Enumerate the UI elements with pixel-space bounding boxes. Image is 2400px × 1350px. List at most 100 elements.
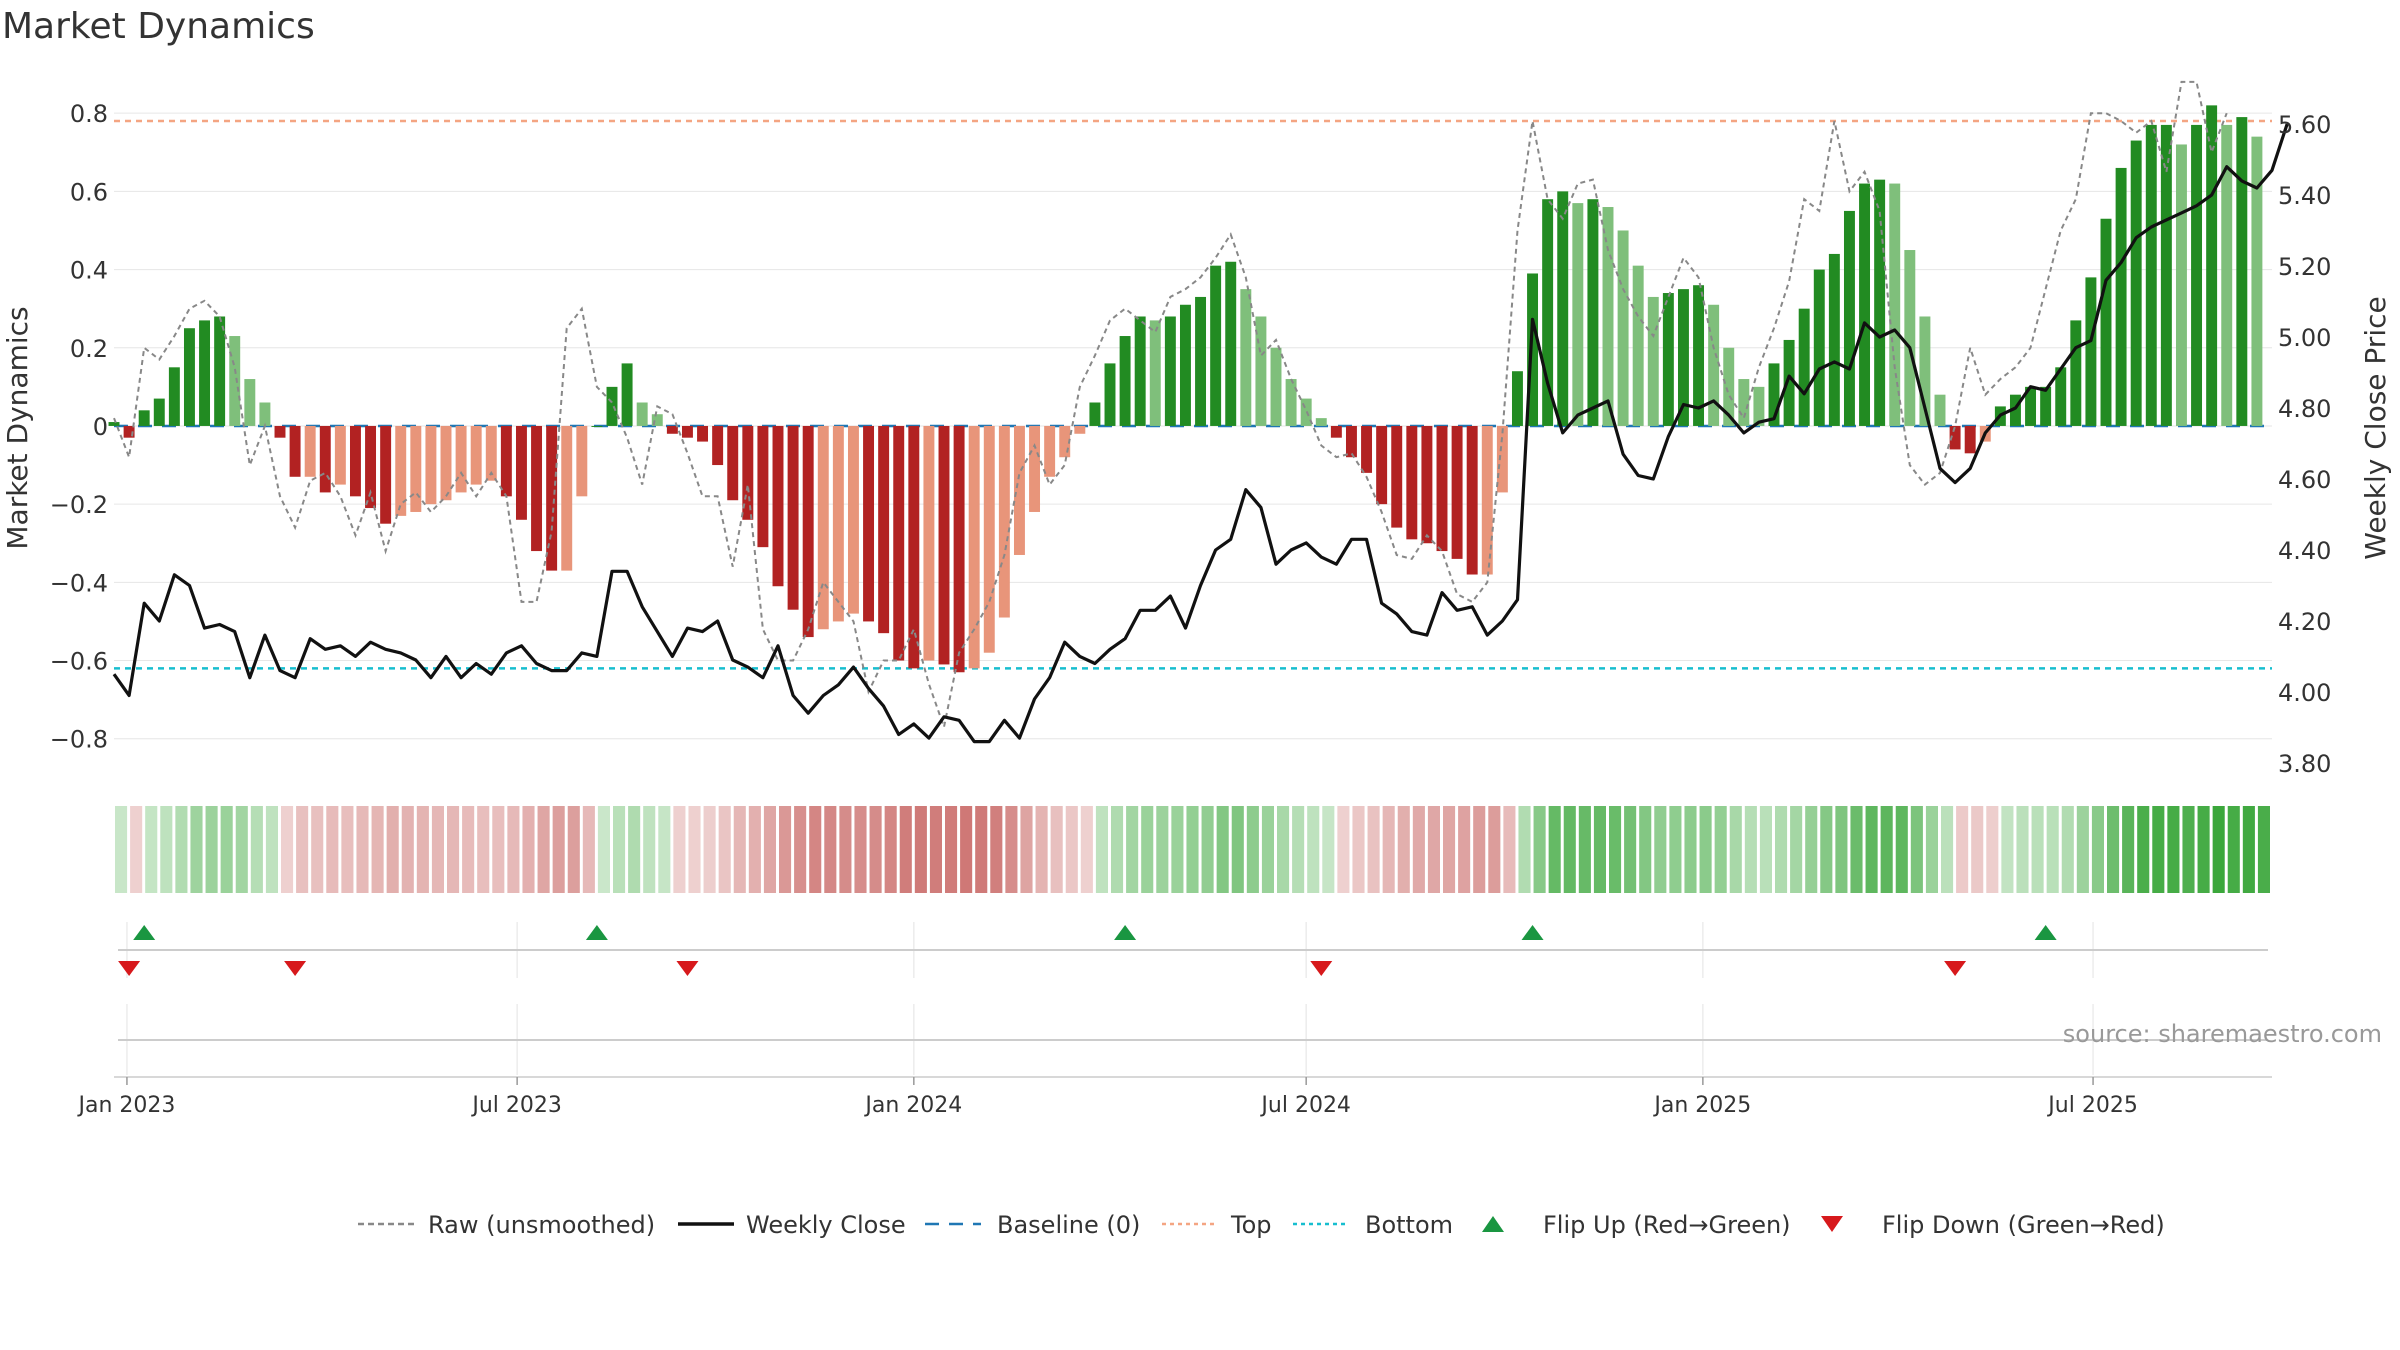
bar xyxy=(2206,105,2218,426)
bar xyxy=(1270,347,1282,426)
heat-cell xyxy=(401,806,414,893)
bar xyxy=(908,425,920,669)
heat-cell xyxy=(1925,806,1938,893)
heat-cell xyxy=(1669,806,1682,893)
heat-strip xyxy=(115,806,2270,893)
heat-cell xyxy=(1548,806,1561,893)
heat-cell xyxy=(416,806,429,893)
bar xyxy=(923,425,935,661)
heat-cell xyxy=(1427,806,1440,893)
heat-cell xyxy=(326,806,339,893)
bar xyxy=(108,422,120,426)
heat-cell xyxy=(1322,806,1335,893)
bar xyxy=(2175,144,2187,426)
heat-cell xyxy=(794,806,807,893)
bar xyxy=(1934,394,1946,426)
heat-cell xyxy=(386,806,399,893)
heat-cell xyxy=(1412,806,1425,893)
legend-label: Raw (unsmoothed) xyxy=(428,1211,655,1239)
flip-up-marker xyxy=(133,925,156,940)
bar xyxy=(1798,308,1810,426)
heat-cell xyxy=(1080,806,1093,893)
heat-cell xyxy=(1277,806,1290,893)
bar xyxy=(1753,386,1765,426)
heat-cell xyxy=(492,806,505,893)
heat-cell xyxy=(1443,806,1456,893)
bar xyxy=(1406,425,1418,540)
bar xyxy=(1225,261,1237,426)
heat-cell xyxy=(673,806,686,893)
heat-cell xyxy=(809,806,822,893)
heat-cell xyxy=(1744,806,1757,893)
bar xyxy=(681,425,693,438)
heat-cell xyxy=(1578,806,1591,893)
bar xyxy=(319,425,331,493)
heat-cell xyxy=(2137,806,2150,893)
heat-cell xyxy=(2257,806,2270,893)
heat-cell xyxy=(1171,806,1184,893)
heat-cell xyxy=(1246,806,1259,893)
right-tick-label: 5.40 xyxy=(2278,182,2331,210)
heat-cell xyxy=(1986,806,1999,893)
heat-cell xyxy=(537,806,550,893)
heat-cell xyxy=(990,806,1003,893)
bar xyxy=(1074,425,1086,434)
bar xyxy=(2070,320,2082,426)
bar xyxy=(2085,277,2097,426)
legend-label: Top xyxy=(1230,1211,1272,1239)
left-axis-ticks: −0.8 −0.6 −0.4 −0.2 0 0.2 0.4 0.6 0.8 xyxy=(50,100,108,754)
x-tick-label: Jul 2025 xyxy=(2046,1093,2138,1118)
bar xyxy=(666,425,678,434)
flip-up-marker xyxy=(1114,925,1137,940)
bar xyxy=(1164,316,1176,426)
bar xyxy=(832,425,844,622)
heat-cell xyxy=(1201,806,1214,893)
source-credit: source: sharemaestro.com xyxy=(2063,1020,2382,1048)
bar xyxy=(440,425,452,501)
bar xyxy=(1889,183,1901,426)
bar xyxy=(1496,425,1508,493)
heat-cell xyxy=(1382,806,1395,893)
heat-cell xyxy=(1729,806,1742,893)
bar xyxy=(1693,285,1705,426)
heat-cell xyxy=(1352,806,1365,893)
reference-lines xyxy=(114,119,2272,670)
heat-cell xyxy=(748,806,761,893)
heat-cell xyxy=(2091,806,2104,893)
heat-cell xyxy=(311,806,324,893)
heat-cell xyxy=(1020,806,1033,893)
bar xyxy=(1768,363,1780,426)
legend-flip-up-icon xyxy=(1482,1216,1504,1232)
bar xyxy=(365,425,377,509)
heat-cell xyxy=(688,806,701,893)
bar xyxy=(1361,425,1373,473)
heat-cell xyxy=(1593,806,1606,893)
bar xyxy=(1964,425,1976,454)
heat-cell xyxy=(205,806,218,893)
heat-cell xyxy=(1035,806,1048,893)
bar xyxy=(1723,347,1735,426)
heat-cell xyxy=(1292,806,1305,893)
bar xyxy=(2130,140,2142,426)
bar xyxy=(1029,425,1041,512)
heat-cell xyxy=(115,806,128,893)
bar xyxy=(863,425,875,622)
bar xyxy=(1617,230,1629,426)
heat-cell xyxy=(703,806,716,893)
heat-cell xyxy=(718,806,731,893)
heat-cell xyxy=(235,806,248,893)
bar xyxy=(485,425,497,481)
bar xyxy=(1059,425,1071,458)
right-axis-label: Weekly Close Price xyxy=(2359,296,2392,559)
heat-cell xyxy=(296,806,309,893)
heat-cell xyxy=(1654,806,1667,893)
heat-cell xyxy=(265,806,278,893)
heat-cell xyxy=(1790,806,1803,893)
heat-cell xyxy=(341,806,354,893)
heat-cell xyxy=(960,806,973,893)
legend: Raw (unsmoothed) Weekly Close Baseline (0)… xyxy=(358,1211,2165,1239)
bar xyxy=(1481,425,1493,575)
heat-cell xyxy=(1261,806,1274,893)
heat-cell xyxy=(779,806,792,893)
bar xyxy=(2145,124,2157,426)
